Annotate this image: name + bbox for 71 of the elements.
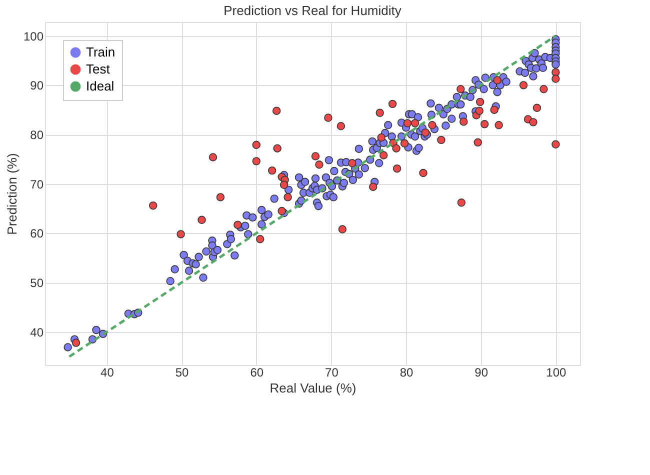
point <box>403 119 412 128</box>
point <box>532 104 542 112</box>
point <box>280 180 288 189</box>
x-tick-label: 40 <box>100 366 114 380</box>
y-tick-label: 80 <box>30 128 44 142</box>
point <box>234 220 242 229</box>
point <box>419 168 428 178</box>
point <box>377 133 386 142</box>
point <box>208 153 218 162</box>
point <box>284 193 292 202</box>
point <box>490 106 498 114</box>
point <box>216 193 225 202</box>
point <box>268 166 276 175</box>
y-tick-label: 90 <box>30 78 44 93</box>
point <box>519 81 528 90</box>
point <box>552 140 560 148</box>
y-tick-label: 60 <box>30 226 44 241</box>
point <box>149 201 158 210</box>
x-tick-label: 50 <box>175 366 190 380</box>
y-tick-label: 50 <box>30 276 44 290</box>
point <box>336 122 346 130</box>
point <box>252 157 260 166</box>
point <box>278 206 286 216</box>
point <box>272 106 281 115</box>
x-tick-label: 90 <box>474 366 488 380</box>
point <box>480 120 489 128</box>
point <box>348 159 356 168</box>
point <box>494 121 503 130</box>
point <box>198 216 206 224</box>
point <box>437 136 446 144</box>
point <box>392 164 402 173</box>
point <box>311 152 320 160</box>
point <box>324 114 332 122</box>
point <box>388 100 397 108</box>
legend-label: Test <box>86 62 110 76</box>
legend-label: Train <box>86 44 116 60</box>
point <box>338 225 347 234</box>
point <box>273 144 282 152</box>
point <box>176 230 185 238</box>
point <box>493 76 502 84</box>
point <box>400 139 409 148</box>
point <box>72 338 80 347</box>
x-tick-label: 70 <box>325 366 339 380</box>
point <box>376 108 384 117</box>
y-tick-label: 40 <box>30 325 44 340</box>
point <box>392 144 400 152</box>
x-axis-title: Real Value (%) <box>270 380 356 396</box>
legend-label: Ideal <box>86 78 114 94</box>
x-tick-label: 60 <box>250 366 264 380</box>
x-tick-label: 80 <box>400 366 414 380</box>
point <box>552 74 560 83</box>
y-tick-label: 70 <box>30 177 44 192</box>
point <box>476 98 484 106</box>
point <box>457 198 466 207</box>
point <box>456 85 465 94</box>
point <box>369 182 378 191</box>
y-tick-label: 100 <box>23 29 44 44</box>
point <box>475 106 484 115</box>
point <box>529 118 538 126</box>
y-axis-title: Prediction (%) <box>4 153 20 235</box>
point <box>474 138 482 147</box>
point <box>315 160 324 169</box>
point <box>252 140 260 149</box>
point <box>460 118 468 126</box>
chart-title: Prediction vs Real for Humidity <box>224 3 402 18</box>
point <box>379 151 388 160</box>
point <box>410 119 420 128</box>
point <box>256 235 264 244</box>
point <box>428 121 436 130</box>
point <box>540 85 548 94</box>
x-tick-label: 100 <box>546 366 567 380</box>
